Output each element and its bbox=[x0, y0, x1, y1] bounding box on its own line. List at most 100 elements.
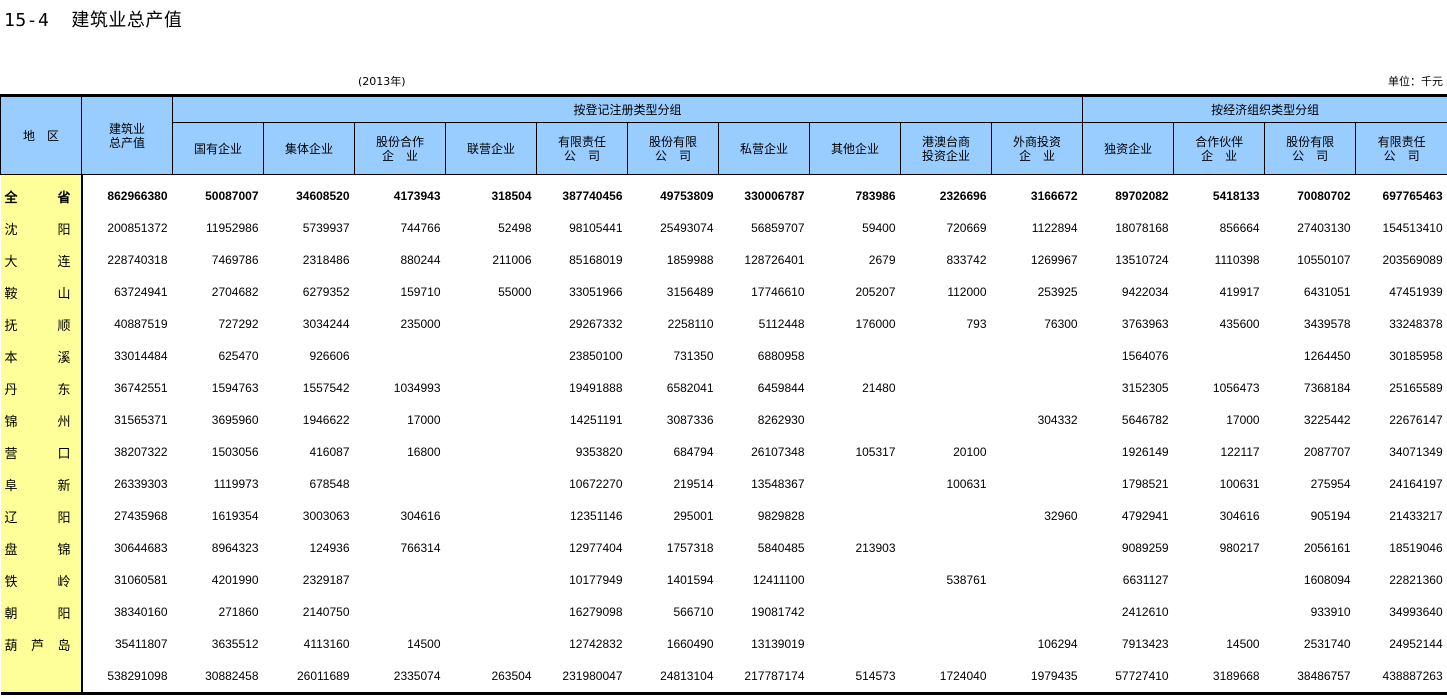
value-cell: 1946622 bbox=[302, 413, 350, 427]
region-char: 盘 bbox=[4, 542, 18, 558]
value-cell bbox=[446, 564, 537, 596]
column-header: 股份有限公 司 bbox=[627, 122, 719, 175]
region-char: 新 bbox=[57, 478, 71, 494]
column-header: 其他企业 bbox=[809, 122, 901, 175]
column-header-line: 公 司 bbox=[563, 148, 600, 163]
total-value-cell: 31565371 bbox=[114, 413, 168, 427]
value-cell: 30882458 bbox=[172, 660, 264, 695]
value-cell: 3763963 bbox=[1121, 317, 1169, 331]
value-cell: 1269967 bbox=[1030, 253, 1078, 267]
value-cell: 2335074 bbox=[354, 660, 446, 695]
region-label: 朝阳 bbox=[5, 603, 71, 622]
region-cell: 本溪 bbox=[0, 340, 83, 372]
column-header: 私营企业 bbox=[718, 122, 810, 175]
value-cell bbox=[992, 340, 1083, 372]
value-cell: 57727410 bbox=[1082, 660, 1174, 695]
value-cell: 2056161 bbox=[1303, 541, 1351, 555]
region-char: 芦 bbox=[30, 638, 44, 654]
value-cell: 235000 bbox=[400, 317, 441, 331]
table-row: 阜新 26339303 1119973 678548 10672270 219514 135… bbox=[0, 468, 1447, 500]
value-cell bbox=[901, 500, 992, 532]
table-row: 鞍山 63724941 2704682 6279352 159710 55000 33051… bbox=[0, 276, 1447, 308]
value-cell: 2140750 bbox=[302, 605, 350, 619]
value-cell: 8964323 bbox=[211, 541, 259, 555]
value-cell: 112000 bbox=[947, 285, 987, 299]
value-cell: 766314 bbox=[400, 541, 441, 555]
value-cell: 3439578 bbox=[1303, 317, 1351, 331]
value-cell: 318504 bbox=[491, 189, 532, 203]
value-cell: 154513410 bbox=[1382, 221, 1443, 235]
column-header-line: 企 业 bbox=[1019, 148, 1056, 163]
value-cell: 213903 bbox=[855, 541, 896, 555]
region-cell: 葫芦岛 bbox=[0, 628, 83, 660]
table-title: 建筑业总产值 bbox=[71, 10, 183, 31]
total-value-cell: 31060581 bbox=[114, 573, 168, 587]
region-label: 丹东 bbox=[5, 379, 71, 398]
region-cell: 大连 bbox=[0, 244, 83, 276]
value-cell: 30185958 bbox=[1389, 349, 1443, 363]
value-cell bbox=[446, 500, 537, 532]
region-char: 锦 bbox=[57, 542, 71, 558]
value-cell: 12977404 bbox=[569, 541, 623, 555]
value-cell: 3156489 bbox=[666, 285, 714, 299]
value-cell: 9829828 bbox=[757, 509, 805, 523]
value-cell: 416087 bbox=[309, 445, 350, 459]
value-cell: 20100 bbox=[953, 445, 987, 459]
value-cell bbox=[355, 340, 446, 372]
value-cell: 304616 bbox=[400, 509, 441, 523]
value-cell: 566710 bbox=[673, 605, 714, 619]
value-cell: 34071349 bbox=[1389, 445, 1443, 459]
column-header-line: 港澳台商 bbox=[921, 134, 970, 149]
column-header-line: 其他企业 bbox=[830, 141, 879, 156]
value-cell: 419917 bbox=[1219, 285, 1260, 299]
value-cell: 19081742 bbox=[751, 605, 805, 619]
table-row: 沈阳 200851372 11952986 5739937 744766 52498 981… bbox=[0, 212, 1447, 244]
value-cell: 1119973 bbox=[213, 477, 259, 491]
table-row: 盘锦 30644683 8964323 124936 766314 12977404 175… bbox=[0, 532, 1447, 564]
value-cell: 122117 bbox=[1220, 445, 1260, 459]
value-cell bbox=[355, 468, 446, 500]
value-cell: 24164197 bbox=[1389, 477, 1443, 491]
region-char: 顺 bbox=[57, 318, 71, 334]
column-header: 股份有限公 司 bbox=[1264, 122, 1357, 175]
value-cell: 304332 bbox=[1037, 413, 1078, 427]
value-cell: 176000 bbox=[855, 317, 896, 331]
value-cell: 1564076 bbox=[1121, 349, 1169, 363]
value-cell: 89702082 bbox=[1115, 189, 1169, 203]
region-char: 连 bbox=[57, 254, 71, 270]
region-char: 本 bbox=[4, 350, 18, 366]
value-cell bbox=[901, 628, 992, 660]
value-cell: 10550107 bbox=[1297, 253, 1351, 267]
table-number: 15-4 bbox=[4, 10, 50, 31]
value-cell: 16800 bbox=[407, 445, 441, 459]
value-cell: 24952144 bbox=[1389, 637, 1443, 651]
header-total-line: 总产值 bbox=[108, 135, 145, 150]
column-header: 外商投资企 业 bbox=[990, 122, 1084, 175]
value-cell: 29267332 bbox=[569, 317, 623, 331]
value-cell: 1660490 bbox=[666, 637, 714, 651]
total-value-cell: 862966380 bbox=[107, 189, 168, 203]
region-char: 铁 bbox=[4, 574, 18, 590]
region-char: 口 bbox=[57, 446, 71, 462]
value-cell: 435600 bbox=[1219, 317, 1260, 331]
column-header-line: 有限责任 bbox=[557, 134, 606, 149]
total-value-cell: 38207322 bbox=[114, 445, 168, 459]
value-cell bbox=[1174, 596, 1265, 628]
value-cell bbox=[901, 404, 992, 436]
region-char: 东 bbox=[57, 382, 71, 398]
value-cell: 70080702 bbox=[1297, 189, 1351, 203]
column-header-line: 联营企业 bbox=[466, 141, 515, 156]
data-table: 地 区 建筑业 总产值 按登记注册类型分组 按经济组织类型分组 国有企业 集体企业 股… bbox=[0, 94, 1447, 695]
value-cell: 124936 bbox=[309, 541, 350, 555]
region-cell: 全省 bbox=[0, 180, 83, 212]
table-row: 锦州 31565371 3695960 1946622 17000 14251191 308… bbox=[0, 404, 1447, 436]
value-cell: 5840485 bbox=[757, 541, 805, 555]
value-cell bbox=[810, 340, 901, 372]
value-cell: 793 bbox=[966, 317, 987, 331]
value-cell: 1798521 bbox=[1121, 477, 1169, 491]
region-label: 鞍山 bbox=[5, 283, 71, 302]
value-cell: 27403130 bbox=[1297, 221, 1351, 235]
value-cell: 5418133 bbox=[1212, 189, 1260, 203]
table-row: 葫芦岛 35411807 3635512 4113160 14500 12742832 16… bbox=[0, 628, 1447, 660]
column-header-line: 投资企业 bbox=[921, 148, 970, 163]
